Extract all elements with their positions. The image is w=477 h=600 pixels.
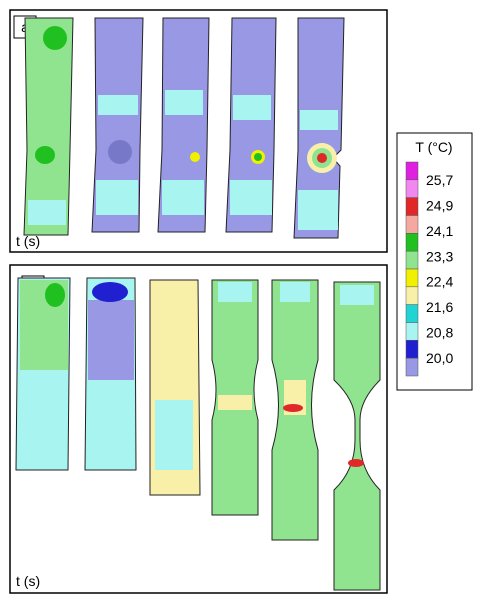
color-swatch <box>405 161 419 181</box>
legend-label: 21,6 <box>426 299 453 315</box>
hot-spot <box>254 153 262 161</box>
specimen <box>333 281 381 591</box>
hot-spot <box>317 153 327 163</box>
color-swatch <box>405 233 419 252</box>
colorbar-legend: T (°C) 25,7 24,9 24,1 23,3 22,4 21,6 20,8 20,0 <box>396 132 473 391</box>
legend-label: 23,3 <box>426 248 453 264</box>
time-axis-label: t (s) <box>16 573 40 589</box>
cool-patch <box>280 282 310 302</box>
color-swatch <box>405 197 419 216</box>
color-swatch <box>405 215 419 234</box>
hot-spot <box>45 283 65 307</box>
legend-label: 25,7 <box>426 172 453 188</box>
color-swatch <box>405 250 419 270</box>
hot-spot <box>35 146 55 164</box>
cool-patch <box>165 90 203 115</box>
cool-patch <box>96 180 138 215</box>
cool-patch <box>300 110 338 130</box>
cool-patch <box>28 200 66 225</box>
color-swatch <box>405 304 419 323</box>
specimens-a <box>23 17 345 239</box>
panel-frame <box>9 264 388 594</box>
cool-patch <box>155 400 193 470</box>
time-axis-label: t (s) <box>16 233 40 249</box>
specimens-b <box>15 277 381 591</box>
specimen <box>23 17 74 236</box>
legend-label: 20,0 <box>426 350 453 366</box>
color-swatch <box>405 322 419 341</box>
legend-title: T (°C) <box>415 139 452 155</box>
color-swatch <box>405 286 419 305</box>
cool-patch <box>98 95 138 115</box>
patch <box>88 300 134 380</box>
specimen <box>225 17 277 233</box>
specimen <box>157 17 210 233</box>
legend-label: 24,9 <box>426 197 453 213</box>
legend-label: 22,4 <box>426 274 453 290</box>
cool-patch <box>218 282 252 302</box>
panel-frame <box>9 9 388 253</box>
cool-patch <box>162 180 204 215</box>
color-swatch <box>405 268 419 288</box>
legend-label: 24,1 <box>426 223 453 239</box>
specimen <box>91 17 144 233</box>
color-swatch <box>405 357 419 377</box>
color-swatch <box>405 179 419 198</box>
cool-patch <box>298 190 338 230</box>
hot-spot <box>283 404 303 412</box>
hot-spot <box>348 459 364 467</box>
color-swatch <box>405 340 419 359</box>
cool-patch <box>230 180 272 215</box>
patch <box>108 140 132 164</box>
cold-spot <box>92 282 128 302</box>
hot-spot <box>43 26 67 50</box>
legend-label: 20,8 <box>426 325 453 341</box>
cool-patch <box>340 285 374 305</box>
patch <box>218 395 252 410</box>
hot-spot <box>190 152 200 162</box>
cool-patch <box>233 95 271 120</box>
